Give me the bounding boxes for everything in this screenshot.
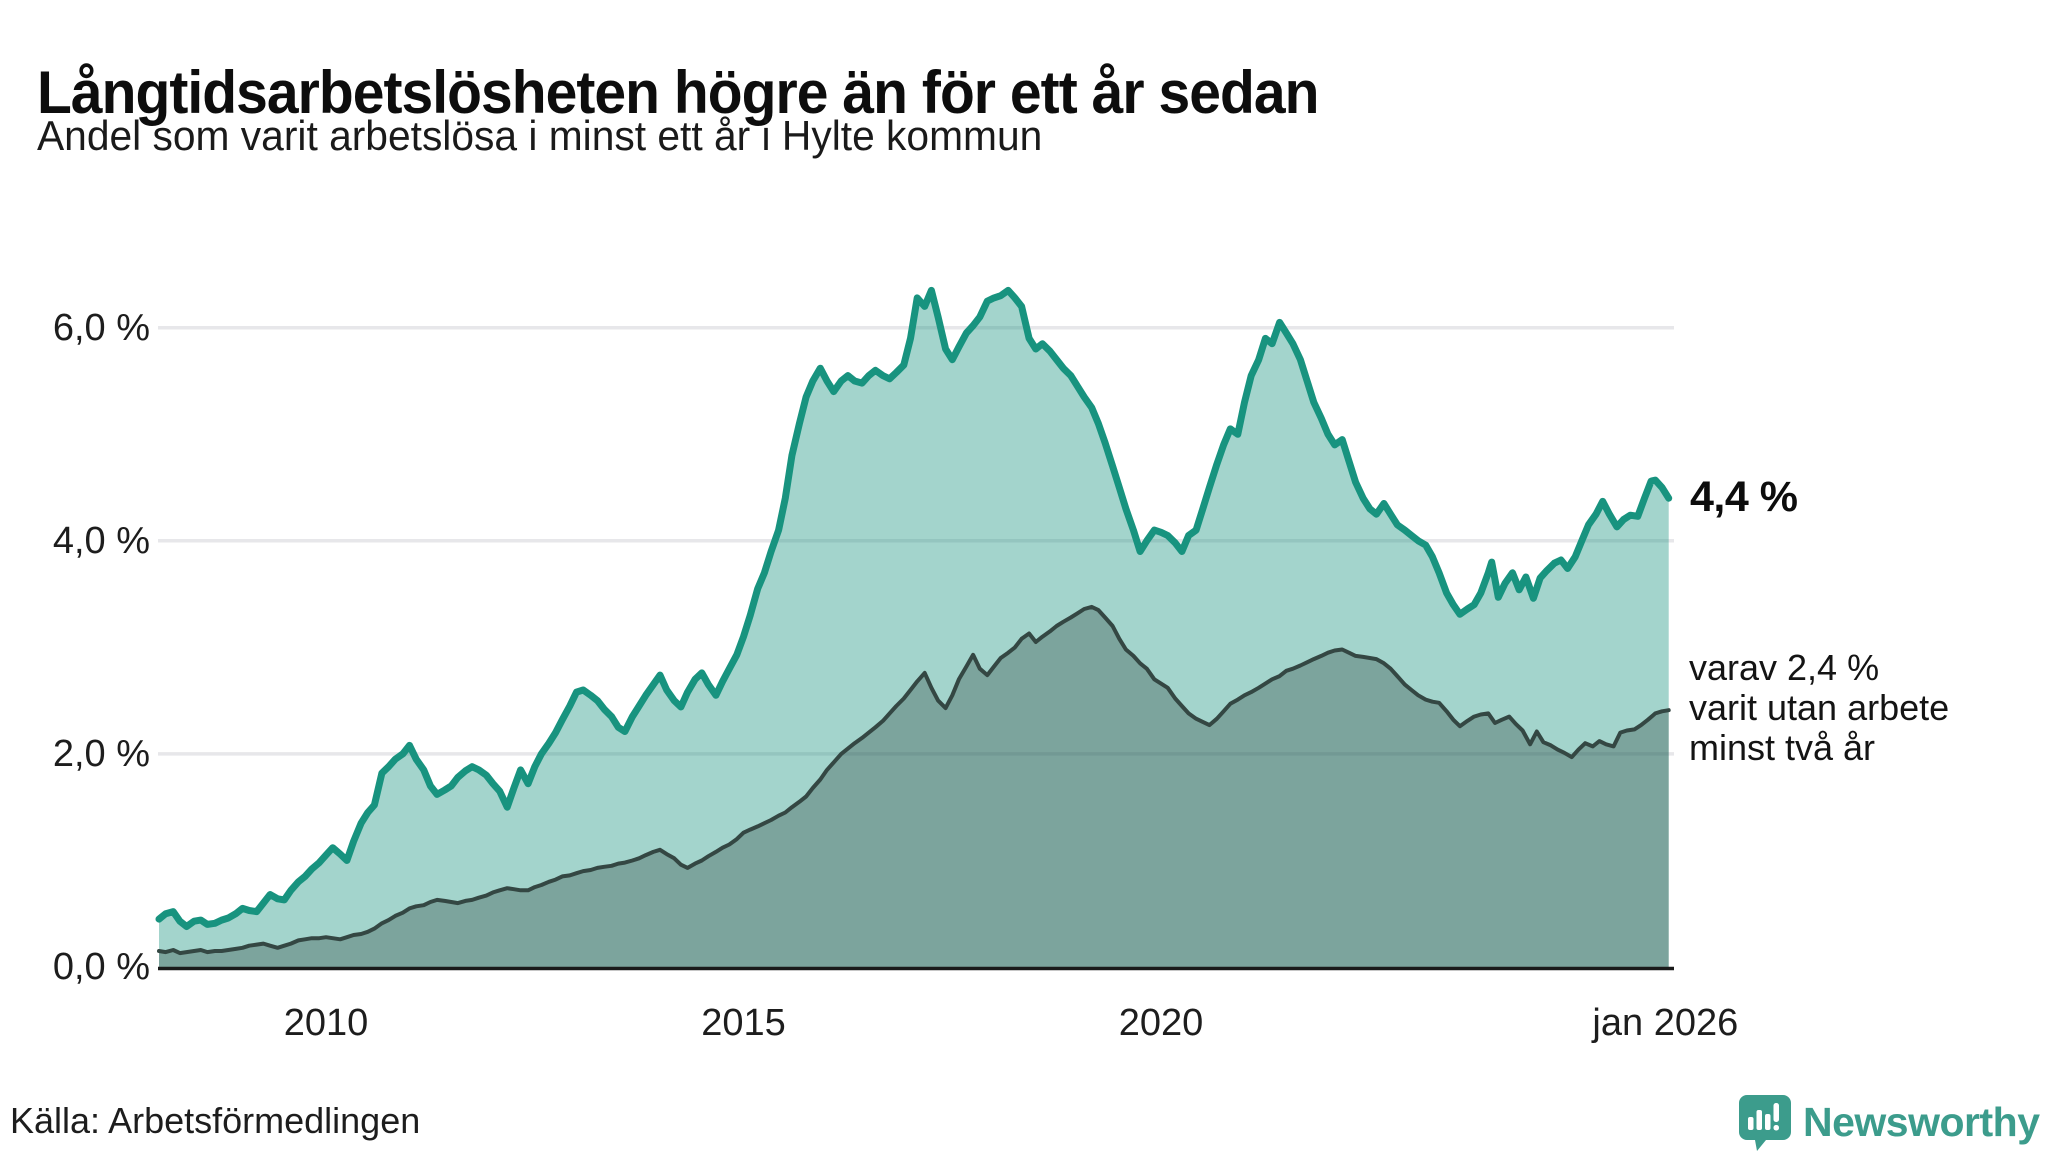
newsworthy-logo[interactable]: Newsworthy xyxy=(1736,1093,2041,1152)
logo-exclamation-dot xyxy=(1773,1125,1779,1131)
newsworthy-logo-text: Newsworthy xyxy=(1803,1099,2040,1145)
page-title-text: Långtidsarbetslösheten högre än för ett … xyxy=(37,59,1319,127)
annotation-line-1: varav 2,4 % xyxy=(1689,647,1880,688)
secondary-series-annotation: varav 2,4 % varit utan arbete minst två … xyxy=(1689,648,1949,768)
logo-bar-3 xyxy=(1765,1114,1771,1130)
x-axis-label-2010: 2010 xyxy=(283,1002,369,1044)
area-unemployed-two-years xyxy=(159,606,1669,967)
annotation-line-2: varit utan arbete xyxy=(1689,687,1950,728)
logo-bar-1 xyxy=(1748,1117,1754,1130)
y-axis-label-0: 0,0 % xyxy=(52,946,150,988)
x-axis-label-2020: 2020 xyxy=(1118,1002,1204,1044)
newsworthy-logo-icon xyxy=(1739,1095,1791,1151)
area-unemployed-one-year xyxy=(159,290,1669,967)
y-axis-label-2: 2,0 % xyxy=(52,732,150,775)
line-unemployed-two-years xyxy=(157,604,1671,956)
source-note: Källa: Arbetsförmedlingen xyxy=(10,1100,421,1141)
x-axis-label-jan-2026: jan 2026 xyxy=(1592,1002,1739,1044)
page-title: Långtidsarbetslösheten högre än för ett … xyxy=(37,58,1386,127)
x-axis-label-2015: 2015 xyxy=(701,1002,786,1044)
page-subtitle: Andel som varit arbetslösa i minst ett å… xyxy=(37,112,1073,160)
series-end-value-label: 4,4 % xyxy=(1690,473,1798,521)
y-axis-label-6: 6,0 % xyxy=(52,306,150,349)
y-axis-label-4: 4,0 % xyxy=(52,519,150,562)
annotation-line-3: minst två år xyxy=(1689,727,1876,768)
logo-exclamation-bar xyxy=(1773,1103,1779,1122)
line-unemployed-one-year xyxy=(155,286,1673,930)
page-subtitle-text: Andel som varit arbetslösa i minst ett å… xyxy=(37,112,1043,159)
logo-bar-2 xyxy=(1756,1110,1762,1130)
